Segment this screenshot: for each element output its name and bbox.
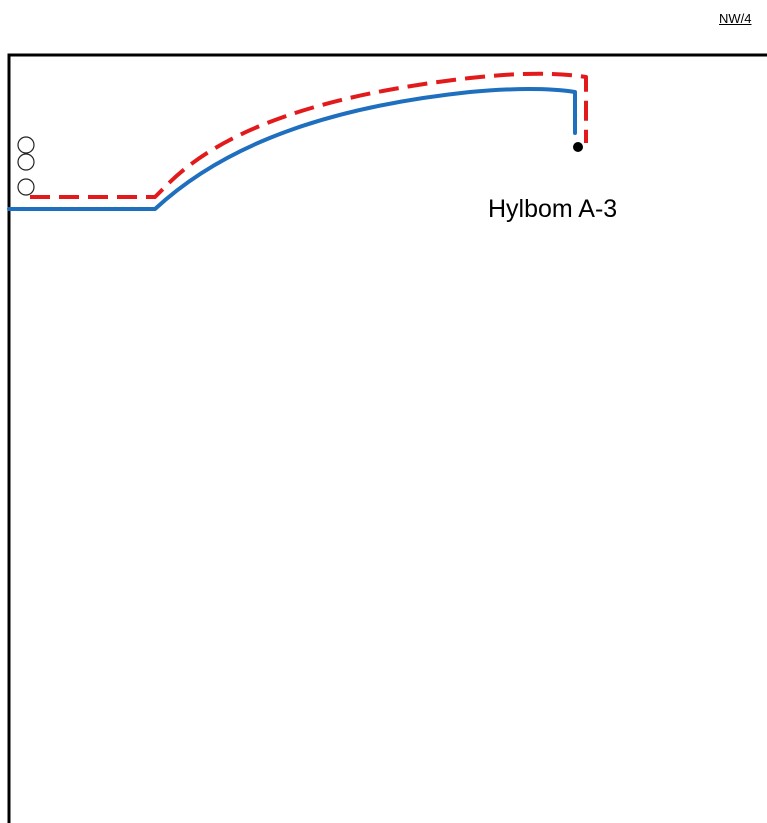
well-name-label: Hylbom A-3 xyxy=(488,195,617,223)
casing-circle xyxy=(17,136,35,154)
sheet-reference: NW/4 xyxy=(719,11,752,26)
casing-circles xyxy=(17,136,35,196)
casing-circle xyxy=(17,153,35,171)
casing-circle xyxy=(17,178,35,196)
planned-well-path xyxy=(30,71,588,199)
actual-well-path xyxy=(7,86,577,211)
well-end-marker xyxy=(573,142,583,152)
diagram-frame xyxy=(7,53,767,823)
